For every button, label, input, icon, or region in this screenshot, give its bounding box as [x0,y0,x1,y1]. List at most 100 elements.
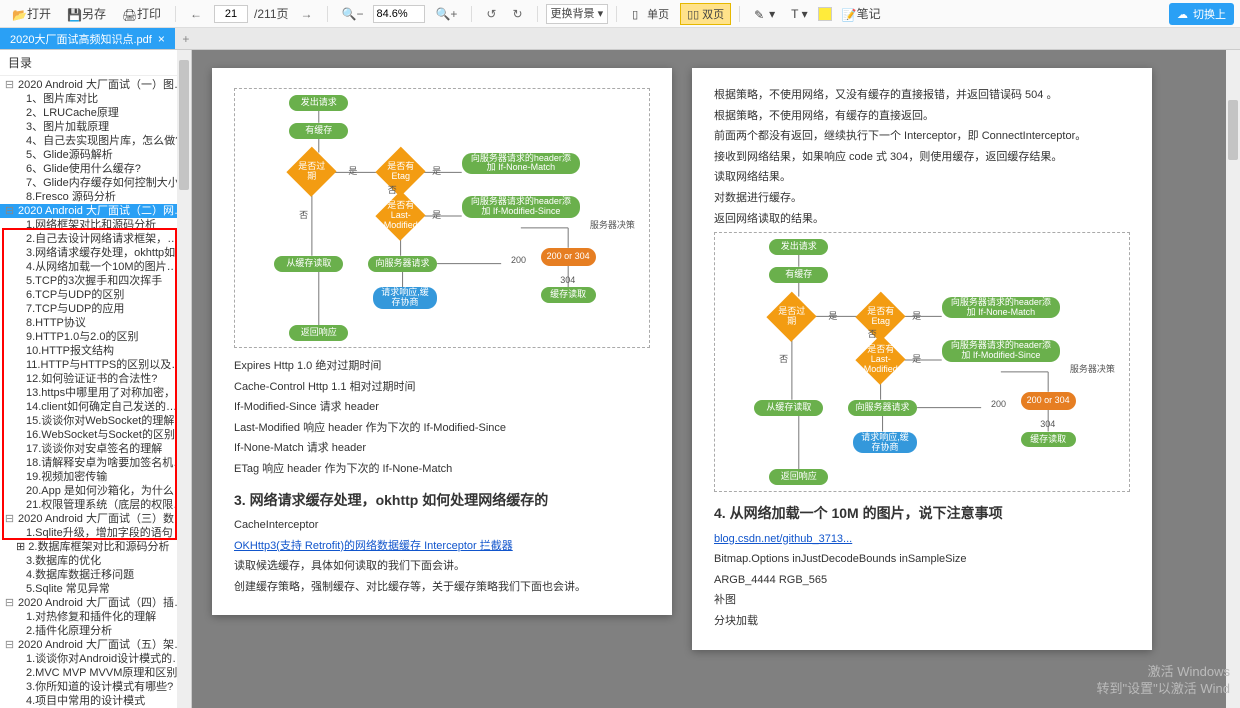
tree-section[interactable]: ⊟ 2020 Android 大厂面试（三）数据库 含 [0,512,191,526]
tree-item[interactable]: 3.数据库的优化 [0,554,191,568]
tree-item[interactable]: ⊞ 2.数据库框架对比和源码分析 [0,540,191,554]
flowchart-node: 返回响应 [289,325,348,341]
open-label: 打开 [27,5,51,22]
tree-item[interactable]: 7、Glide内存缓存如何控制大小? [0,176,191,190]
pen-icon: ✎ [754,8,766,20]
tree-item[interactable]: 1.网络框架对比和源码分析 [0,218,191,232]
tree-item[interactable]: 10.HTTP报文结构 [0,344,191,358]
text-line: 接收到网络结果，如果响应 code 式 304，则使用缓存，返回缓存结果。 [714,149,1130,167]
tree-item[interactable]: 2.插件化原理分析 [0,624,191,638]
text-tool-button[interactable]: T ▾ [785,5,813,23]
flowchart-cache-left: 发出请求有缓存是否过期是否有Etag向服务器请求的header添加 If-Non… [234,88,650,348]
tree-item[interactable]: 11.HTTP与HTTPS的区别以及如何实现 [0,358,191,372]
sidebar-scrollbar[interactable] [177,50,191,708]
tab-document[interactable]: 2020大厂面试高频知识点.pdf × [0,28,175,49]
tree-item[interactable]: 3.你所知道的设计模式有哪些? [0,680,191,694]
tree-item[interactable]: 4、自己去实现图片库，怎么做? [0,134,191,148]
tree-item[interactable]: 5、Glide源码解析 [0,148,191,162]
background-select[interactable]: 更换背景 ▾ [546,4,609,24]
tree-section[interactable]: ⊟ 2020 Android 大厂面试（二）网络和安全 [0,204,191,218]
double-page-button[interactable]: ▯▯双页 [680,3,731,25]
page-input[interactable] [214,5,248,23]
tree-item[interactable]: 19.视频加密传输 [0,470,191,484]
heading: 4. 从网络加载一个 10M 的图片，说下注意事项 [714,502,1130,524]
prev-page-button[interactable]: ← [184,5,208,23]
highlight-color-button[interactable] [818,7,832,21]
tree-item[interactable]: 7.TCP与UDP的应用 [0,302,191,316]
flowchart-node: 有缓存 [289,123,348,139]
saveas-button[interactable]: 💾另存 [61,3,112,24]
tree-item[interactable]: 4.从网络加载一个10M的图片，说下注 [0,260,191,274]
tree-section[interactable]: ⊟ 2020 Android 大厂面试（四）插件化、模 [0,596,191,610]
single-page-button[interactable]: ▯单页 [625,3,676,25]
flowchart-label: 否 [779,352,788,366]
tree-item[interactable]: 5.TCP的3次握手和四次挥手 [0,274,191,288]
tree-item[interactable]: 3.网络请求缓存处理，okhttp如何处理 [0,246,191,260]
rotate-cw-button[interactable]: ↻ [506,5,528,23]
tab-add-button[interactable]: + [175,28,197,49]
tab-label: 2020大厂面试高频知识点.pdf [10,31,152,47]
text-line: If-None-Match 请求 header [234,440,650,458]
tree-item[interactable]: 17.谈谈你对安卓签名的理解 [0,442,191,456]
flowchart-node: 200 or 304 [1021,392,1076,410]
tree-item[interactable]: 8.HTTP协议 [0,316,191,330]
flowchart-node: 缓存读取 [1021,432,1076,448]
toolbar: 📂打开 💾另存 🖨打印 ← /211页 → 🔍− 🔍+ ↺ ↻ 更换背景 ▾ ▯… [0,0,1240,28]
link[interactable]: blog.csdn.net/github_3713... [714,533,852,545]
text-line: 读取网络结果。 [714,169,1130,187]
tree-item[interactable]: 8.Fresco 源码分析 [0,190,191,204]
tree-item[interactable]: 5.Sqlite 常见异常 [0,582,191,596]
tree-item[interactable]: 12.如何验证证书的合法性? [0,372,191,386]
tree-section[interactable]: ⊟ 2020 Android 大厂面试（一）图片 含答 [0,78,191,92]
content-scrollbar[interactable] [1226,50,1240,708]
flowchart-node: 缓存读取 [541,287,596,303]
flowchart-node: 向服务器请求 [368,256,437,272]
tree-item[interactable]: 4.数据库数据迁移问题 [0,568,191,582]
flowchart-label: 否 [299,208,308,222]
tree-item[interactable]: 6、Glide使用什么缓存? [0,162,191,176]
tree-item[interactable]: 4.项目中常用的设计模式 [0,694,191,708]
save-icon: 💾 [67,8,79,20]
tree-item[interactable]: 6.TCP与UDP的区别 [0,288,191,302]
tree-item[interactable]: 20.App 是如何沙箱化，为什么要这么 [0,484,191,498]
notes-label: 笔记 [857,5,881,22]
highlight-button[interactable]: ✎▾ [748,5,781,23]
text-line: 返回网络读取的结果。 [714,211,1130,229]
tree-item[interactable]: 15.谈谈你对WebSocket的理解 [0,414,191,428]
flowchart-label: 304 [1040,417,1055,431]
tab-close-button[interactable]: × [158,32,165,46]
flowchart-label: 304 [560,273,575,287]
page-viewport[interactable]: 发出请求有缓存是否过期是否有Etag向服务器请求的header添加 If-Non… [192,50,1240,708]
tree-item[interactable]: 18.请解释安卓为啥要加签名机制? [0,456,191,470]
tree-item[interactable]: 9.HTTP1.0与2.0的区别 [0,330,191,344]
tree-item[interactable]: 21.权限管理系统（底层的权限是如何 [0,498,191,512]
zoom-input[interactable] [373,5,425,23]
zoom-in-button[interactable]: 🔍+ [429,5,463,23]
tree-item[interactable]: 16.WebSocket与Socket的区别 [0,428,191,442]
tree-item[interactable]: 2、LRUCache原理 [0,106,191,120]
tree-item[interactable]: 1.谈谈你对Android设计模式的理解 [0,652,191,666]
single-label: 单页 [647,6,669,22]
tree-item[interactable]: 1.对热修复和插件化的理解 [0,610,191,624]
tree-item[interactable]: 1.Sqlite升级，增加字段的语句 [0,526,191,540]
rotate-ccw-button[interactable]: ↺ [480,5,502,23]
tree-item[interactable]: 13.https中哪里用了对称加密，哪里用 [0,386,191,400]
tree-item[interactable]: 14.client如何确定自己发送的消息被se [0,400,191,414]
tree-item[interactable]: 1、图片库对比 [0,92,191,106]
tree-item[interactable]: 2.MVC MVP MVVM原理和区别 [0,666,191,680]
notes-button[interactable]: 📝笔记 [836,3,887,24]
link[interactable]: OKHttp3(支持 Retrofit)的网络数据缓存 Interceptor … [234,540,513,552]
tree-section[interactable]: ⊟ 2020 Android 大厂面试（五）架构设计 [0,638,191,652]
tree-item[interactable]: 2.自己去设计网络请求框架，怎么做? [0,232,191,246]
text-line: ARGB_4444 RGB_565 [714,572,1130,590]
open-button[interactable]: 📂打开 [6,3,57,24]
zoom-out-button[interactable]: 🔍− [336,5,370,23]
print-button[interactable]: 🖨打印 [116,3,167,24]
switch-button[interactable]: ☁切换上 [1169,3,1234,25]
tab-bar: 2020大厂面试高频知识点.pdf × + [0,28,1240,50]
print-label: 打印 [137,5,161,22]
double-label: 双页 [702,6,724,22]
tree-item[interactable]: 3、图片加载原理 [0,120,191,134]
next-page-button[interactable]: → [295,5,319,23]
flowchart-node: 从缓存读取 [754,400,823,416]
